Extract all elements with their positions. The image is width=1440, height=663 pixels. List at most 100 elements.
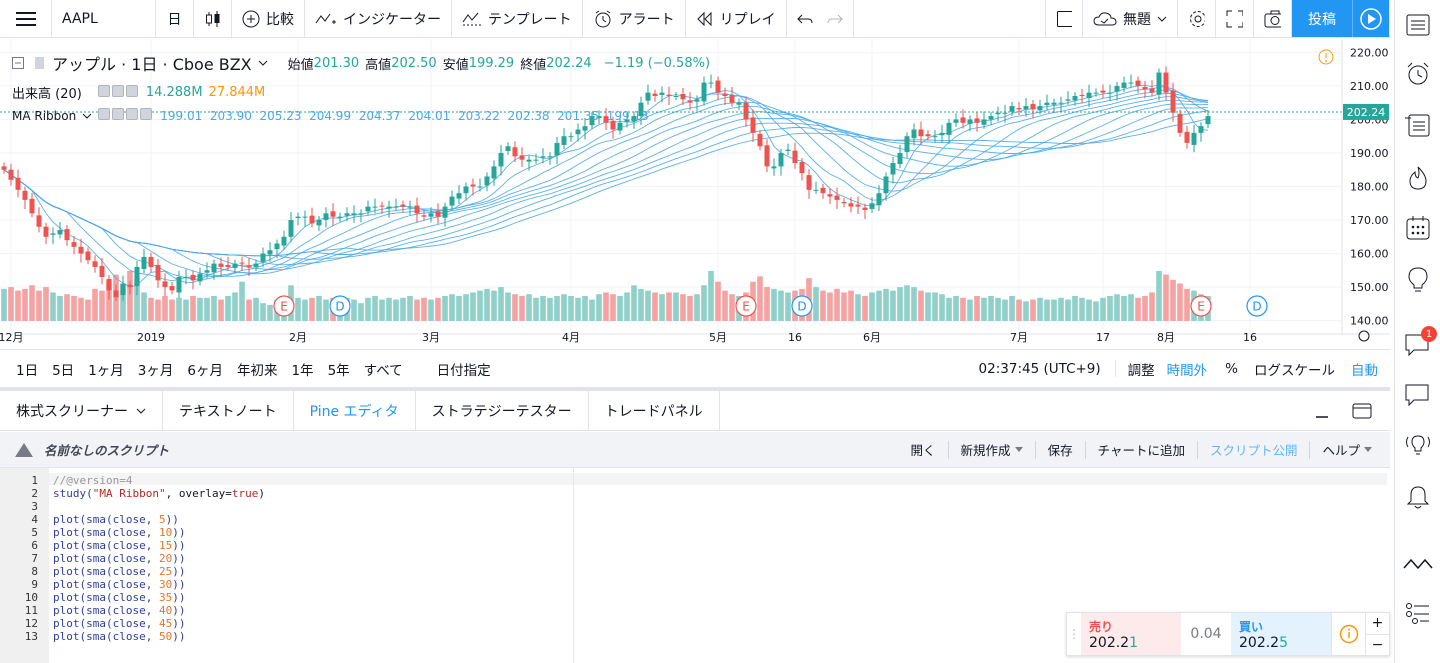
candle-body [211, 263, 217, 273]
sell-button[interactable]: 売り 202.21 [1081, 613, 1181, 655]
warning-icon[interactable] [1318, 49, 1334, 65]
add-to-chart-button[interactable]: チャートに追加 [1084, 440, 1197, 459]
fullscreen-layout-button[interactable] [1045, 0, 1083, 37]
minimize-icon[interactable] [1314, 403, 1330, 419]
eye-icon[interactable] [98, 108, 111, 120]
layout-menu-button[interactable]: 無題 [1083, 0, 1178, 37]
data-window-button[interactable] [1403, 110, 1433, 140]
tab-notes[interactable]: テキストノート [163, 391, 294, 430]
settings-button[interactable] [1178, 0, 1216, 37]
dom-button[interactable] [1403, 598, 1433, 628]
gear-icon[interactable] [1358, 330, 1370, 342]
candle-body [379, 205, 385, 207]
compare-button[interactable]: 比較 [232, 0, 305, 37]
code-editor[interactable]: 1 2 3 4 5 6 7 8 9 10 11 12 13 //@version… [0, 468, 1390, 663]
ideas-button[interactable] [1403, 265, 1433, 295]
flag-icon[interactable] [34, 56, 46, 70]
range-1y[interactable]: 1年 [291, 362, 314, 379]
alert-button[interactable]: アラート [583, 0, 686, 37]
candle-body [575, 129, 581, 135]
date-range-button[interactable]: 日付指定 [436, 362, 491, 379]
symbol-search[interactable]: AAPL [52, 0, 156, 37]
candle-body [946, 122, 952, 135]
interval-button[interactable]: 日 [156, 0, 194, 37]
publish-button[interactable]: 投稿 [1292, 0, 1352, 37]
open-button[interactable]: 開く [910, 443, 936, 458]
fullscreen-button[interactable] [1216, 0, 1254, 37]
clock[interactable]: 02:37:45 (UTC+9) [973, 360, 1116, 377]
range-3m[interactable]: 3ヶ月 [137, 362, 174, 379]
maximize-icon[interactable] [1352, 402, 1372, 420]
save-button[interactable]: 保存 [1034, 440, 1085, 459]
range-6m[interactable]: 6ヶ月 [187, 362, 223, 379]
private-chats-button[interactable] [1403, 380, 1433, 410]
eye-icon[interactable] [97, 84, 110, 97]
range-1d[interactable]: 1日 [16, 362, 39, 379]
drag-handle[interactable]: ⋮ [1068, 627, 1080, 641]
watchlist-button[interactable] [1403, 10, 1433, 40]
time-tick-label: 5月 [709, 331, 727, 344]
candle-body [862, 207, 868, 210]
tab-screener[interactable]: 株式スクリーナー [0, 391, 163, 430]
new-button[interactable]: 新規作成 [947, 440, 1035, 459]
replay-button[interactable]: リプレイ [686, 0, 787, 37]
range-all[interactable]: すべて [363, 362, 403, 379]
volume-bar [505, 292, 511, 321]
alerts-button[interactable] [1403, 59, 1433, 89]
time-axis-settings[interactable] [1358, 330, 1370, 342]
notifications-button[interactable] [1403, 482, 1433, 512]
legend-title[interactable]: アップル · 1日 · Cboe BZX [52, 55, 252, 74]
time-axis[interactable]: 12月 2019 2月 3月 4月 5月 16 6月 7月 17 8月 16 [0, 331, 1257, 344]
tab-trading-panel[interactable]: トレードパネル [589, 391, 720, 430]
log-scale-toggle[interactable]: ログスケール [1254, 362, 1335, 379]
hotlists-button[interactable] [1403, 163, 1433, 193]
tab-strategy-tester[interactable]: ストラテジーテスター [416, 391, 589, 430]
menu-button[interactable] [0, 0, 52, 37]
gear-icon[interactable] [111, 84, 124, 97]
candle-body [820, 187, 826, 194]
templates-button[interactable]: テンプレート [452, 0, 583, 37]
streams-button[interactable] [1403, 430, 1433, 460]
extended-hours-toggle[interactable]: 時間外 [1166, 362, 1208, 379]
indicators-button[interactable]: インジケーター [305, 0, 452, 37]
ma-line [3, 96, 1209, 275]
collapse-button[interactable] [1403, 548, 1433, 578]
close-icon[interactable] [140, 108, 153, 120]
range-1m[interactable]: 1ヶ月 [88, 362, 124, 379]
plus-button[interactable]: + [1366, 613, 1389, 635]
chats-button[interactable]: 1 [1403, 326, 1437, 360]
chart-type-button[interactable] [194, 0, 232, 37]
collapse-legend-icon[interactable] [12, 57, 24, 69]
play-button[interactable] [1352, 0, 1390, 37]
calendar-button[interactable] [1403, 213, 1433, 243]
redo-icon[interactable] [827, 12, 843, 26]
range-ytd[interactable]: 年初来 [236, 362, 278, 379]
volume-study-label[interactable]: 出来高 (20) [12, 87, 82, 102]
ribbon-study-label[interactable]: MA Ribbon [12, 108, 77, 123]
undo-icon[interactable] [796, 12, 813, 26]
percent-toggle[interactable]: % [1225, 360, 1238, 377]
script-name[interactable]: 名前なしのスクリプト [44, 443, 170, 458]
auto-scale-toggle[interactable]: 自動 [1351, 362, 1378, 379]
minus-button[interactable]: − [1371, 636, 1384, 653]
volume-bar [561, 294, 567, 321]
volume-ma-value: 27.844M [208, 85, 266, 100]
gear-icon[interactable] [112, 108, 125, 120]
price-axis[interactable]: 220.00210.00200.00190.00180.00170.00160.… [1350, 46, 1389, 327]
range-5y[interactable]: 5年 [327, 362, 350, 379]
buy-button[interactable]: 買い 202.25 [1231, 613, 1331, 655]
close-icon[interactable] [125, 84, 138, 97]
panel-resizer[interactable] [0, 387, 1390, 391]
tab-pine-editor[interactable]: Pine エディタ [293, 391, 416, 430]
candle-body [610, 120, 616, 130]
snapshot-button[interactable] [1254, 0, 1292, 37]
range-5d[interactable]: 5日 [52, 362, 75, 379]
warning-marker[interactable] [1318, 49, 1334, 65]
publish-script-button[interactable]: スクリプト公開 [1196, 440, 1310, 459]
help-button[interactable]: ヘルプ [1309, 440, 1390, 459]
source-icon[interactable] [126, 108, 139, 120]
info-button[interactable] [1331, 613, 1365, 655]
adjust-toggle[interactable]: 調整 [1127, 362, 1155, 379]
